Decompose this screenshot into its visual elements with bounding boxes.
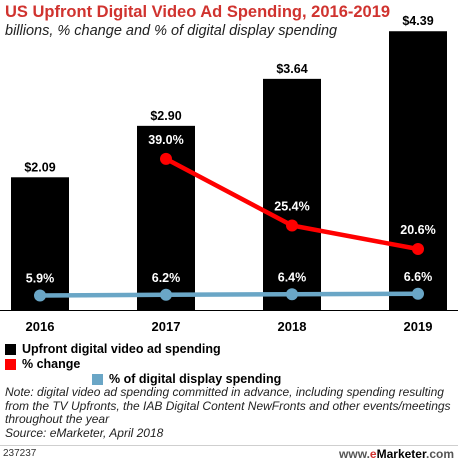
chart-note: Note: digital video ad spending committe… — [5, 385, 455, 440]
bar-label-2017: $2.90 — [150, 109, 181, 123]
brand-site: www. — [339, 447, 370, 461]
chart-id: 237237 — [3, 448, 37, 459]
legend-label-change: % change — [22, 357, 81, 371]
brand-name: Marketer — [376, 447, 426, 461]
brand-e: e — [369, 447, 377, 461]
x-tick-label-2016: 2016 — [26, 319, 55, 334]
point-display-share-2017 — [160, 288, 172, 301]
point-display-share-2016 — [34, 289, 46, 302]
footer-divider — [0, 445, 458, 446]
legend-item-change: % change — [5, 357, 80, 371]
legend-item-display-share: % of digital display spending — [92, 372, 281, 386]
brand-tld: .com — [425, 447, 454, 461]
point-display-share-2019 — [412, 287, 424, 300]
label-display-share-2016: 5.9% — [26, 272, 55, 286]
label-display-share-2017: 6.2% — [152, 271, 181, 285]
legend-swatch-change — [5, 358, 16, 370]
point-display-share-2018 — [286, 288, 298, 301]
label-change-2017: 39.0% — [148, 133, 183, 147]
bar-2019 — [389, 31, 447, 311]
point-change-2019 — [412, 243, 424, 256]
x-tick-label-2017: 2017 — [152, 319, 181, 334]
legend-swatch-spending — [5, 343, 16, 355]
bar-2018 — [263, 78, 321, 310]
label-change-2018: 25.4% — [274, 200, 309, 214]
bar-label-2018: $3.64 — [276, 62, 307, 76]
x-tick-label-2018: 2018 — [278, 319, 307, 334]
label-change-2019: 20.6% — [400, 223, 435, 237]
series-line-display-share — [39, 291, 419, 298]
chart-title: US Upfront Digital Video Ad Spending, 20… — [5, 3, 391, 21]
legend-swatch-display-share — [92, 373, 103, 385]
x-tick-label-2019: 2019 — [404, 319, 433, 334]
point-change-2018 — [286, 219, 298, 232]
legend-label-spending: Upfront digital video ad spending — [22, 342, 221, 356]
bar-label-2016: $2.09 — [24, 160, 55, 174]
legend-label-display-share: % of digital display spending — [109, 372, 282, 386]
source-text: Source: eMarketer, April 2018 — [5, 425, 164, 440]
label-display-share-2018: 6.4% — [278, 270, 307, 284]
note-text: Note: digital video ad spending committe… — [5, 385, 451, 426]
point-change-2017 — [160, 152, 172, 165]
legend-item-spending: Upfront digital video ad spending — [5, 342, 221, 356]
bar-label-2019: $4.39 — [402, 14, 433, 28]
chart-plot: $2.09 $2.90 $3.64 $4.39 2016 2017 2018 2019 5.9%… — [0, 14, 458, 334]
label-display-share-2019: 6.6% — [404, 270, 433, 284]
brand-logo[interactable]: www.eMarketer.com — [339, 447, 454, 461]
chart-subtitle: billions, % change and % of digital disp… — [5, 23, 338, 39]
bar-2016 — [11, 177, 69, 310]
